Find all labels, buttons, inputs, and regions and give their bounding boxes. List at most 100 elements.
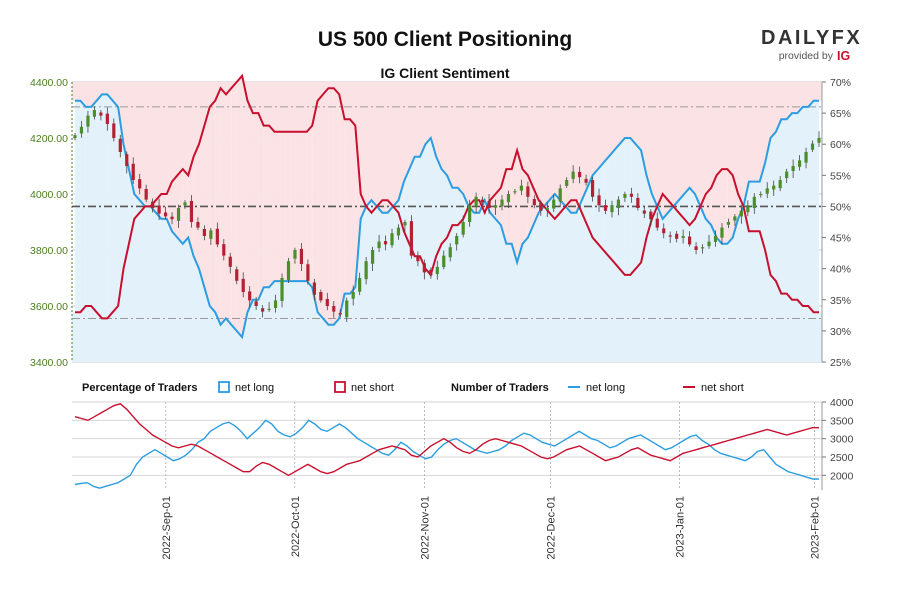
sentiment-band-segment xyxy=(382,200,388,213)
candle-body xyxy=(429,269,433,276)
candle-body xyxy=(455,236,459,245)
candle-body xyxy=(138,179,142,189)
candle-body xyxy=(189,201,194,222)
sentiment-band-segment xyxy=(339,94,345,319)
candle-body xyxy=(261,308,265,312)
sentiment-band-segment xyxy=(317,94,323,319)
candle-body xyxy=(325,299,329,306)
candle-body xyxy=(739,210,743,217)
candle-body xyxy=(241,278,245,292)
candle-body xyxy=(118,138,122,152)
candle-body xyxy=(209,230,213,239)
candle-body xyxy=(293,250,297,259)
candle-body xyxy=(519,185,523,191)
sentiment-band-segment xyxy=(414,156,420,257)
price-candles xyxy=(73,106,821,322)
sentiment-band-segment xyxy=(468,200,474,213)
pct-tick-label: 30% xyxy=(830,326,851,338)
date-axis-ticks: 2022-Sep-01 2022-Oct-01 2022-Nov-01 2022-De… xyxy=(161,496,822,560)
candle-body xyxy=(629,193,633,197)
candle-body xyxy=(532,199,536,206)
pct-tick-label: 35% xyxy=(830,295,851,307)
chart-subtitle: IG Client Sentiment xyxy=(380,65,509,81)
candle-body xyxy=(390,233,394,246)
candle-body xyxy=(746,205,750,213)
candle-body xyxy=(642,210,646,214)
candle-body xyxy=(86,115,90,127)
candle-body xyxy=(416,256,420,262)
candle-body xyxy=(668,235,672,237)
sentiment-band-segment xyxy=(447,175,453,238)
candle-body xyxy=(558,188,562,202)
candle-body xyxy=(319,292,323,301)
pct-tick-label: 60% xyxy=(830,139,851,151)
candle-body xyxy=(759,194,763,196)
candle-body xyxy=(578,171,582,178)
candle-body xyxy=(610,205,614,213)
candle-body xyxy=(487,200,491,208)
candle-body xyxy=(183,202,187,206)
legend-num-long-label: net long xyxy=(586,382,625,394)
long-area xyxy=(72,206,822,362)
candle-body xyxy=(694,246,698,250)
candle-body xyxy=(480,199,485,203)
candle-body xyxy=(720,227,724,238)
sentiment-band-segment xyxy=(366,200,372,213)
sentiment-band-segment xyxy=(452,187,458,226)
candle-body xyxy=(733,216,737,221)
candle-body xyxy=(131,163,135,180)
candle-body xyxy=(506,194,511,203)
candle-body xyxy=(681,236,685,238)
brand-fx: FX xyxy=(832,27,863,49)
candle-body xyxy=(526,186,530,197)
candle-body xyxy=(112,123,116,138)
ig-logo: IG xyxy=(837,49,850,63)
legend-pct-long-swatch xyxy=(218,381,230,393)
legend-percentage-label: Percentage of Traders xyxy=(82,382,198,394)
legend-pct-short-swatch xyxy=(334,381,346,393)
candle-body xyxy=(299,248,304,264)
legend-pct-long-label: net long xyxy=(235,382,274,394)
sentiment-band-segment xyxy=(301,131,307,282)
legend-pct-short-label: net short xyxy=(351,382,394,394)
sentiment-band-segment xyxy=(517,150,523,263)
price-tick-label: 3600.00 xyxy=(30,301,68,313)
main-panel: 70% 65% 60% 55% 50% 45% 40% 35% 30% 25% 4400.00 42… xyxy=(30,73,851,369)
candle-body xyxy=(571,171,575,179)
sentiment-band-segment xyxy=(511,150,518,263)
date-tick-label: 2022-Nov-01 xyxy=(420,496,432,560)
count-tick-label: 3500 xyxy=(830,415,854,427)
net-long-pct-line xyxy=(75,93,819,340)
price-tick-label: 4000.00 xyxy=(30,189,68,201)
sentiment-band-segment xyxy=(420,144,426,269)
sentiment-band-segment xyxy=(500,169,507,244)
brand-provided-by: provided by xyxy=(779,50,834,62)
date-tick-label: 2023-Feb-01 xyxy=(810,496,822,559)
candle-body xyxy=(435,266,439,275)
sentiment-band-segment xyxy=(463,194,469,219)
net-long-count-line xyxy=(74,419,819,489)
pct-tick-label: 65% xyxy=(830,108,851,120)
candle-body xyxy=(565,180,569,186)
candle-body xyxy=(539,202,543,211)
candle-body xyxy=(700,247,705,249)
sentiment-band-segment xyxy=(398,181,404,232)
candle-body xyxy=(442,255,446,268)
candle-body xyxy=(157,205,161,214)
candle-body xyxy=(196,222,200,228)
pct-tick-label: 70% xyxy=(830,77,851,89)
candle-body xyxy=(332,306,336,312)
bottom-panel: 4000 3500 3000 2500 2000 2022-Sep-01 2022-Oct… xyxy=(72,397,854,560)
sentiment-band-segment xyxy=(350,119,356,294)
candle-body xyxy=(92,110,97,117)
candle-body xyxy=(163,212,168,217)
candle-body xyxy=(603,205,608,211)
sentiment-band-segment xyxy=(306,125,313,288)
candle-body xyxy=(280,278,284,301)
date-tick-label: 2022-Dec-01 xyxy=(546,496,558,560)
candle-body xyxy=(228,256,232,267)
candle-body xyxy=(552,199,556,209)
candle-body xyxy=(248,291,252,301)
